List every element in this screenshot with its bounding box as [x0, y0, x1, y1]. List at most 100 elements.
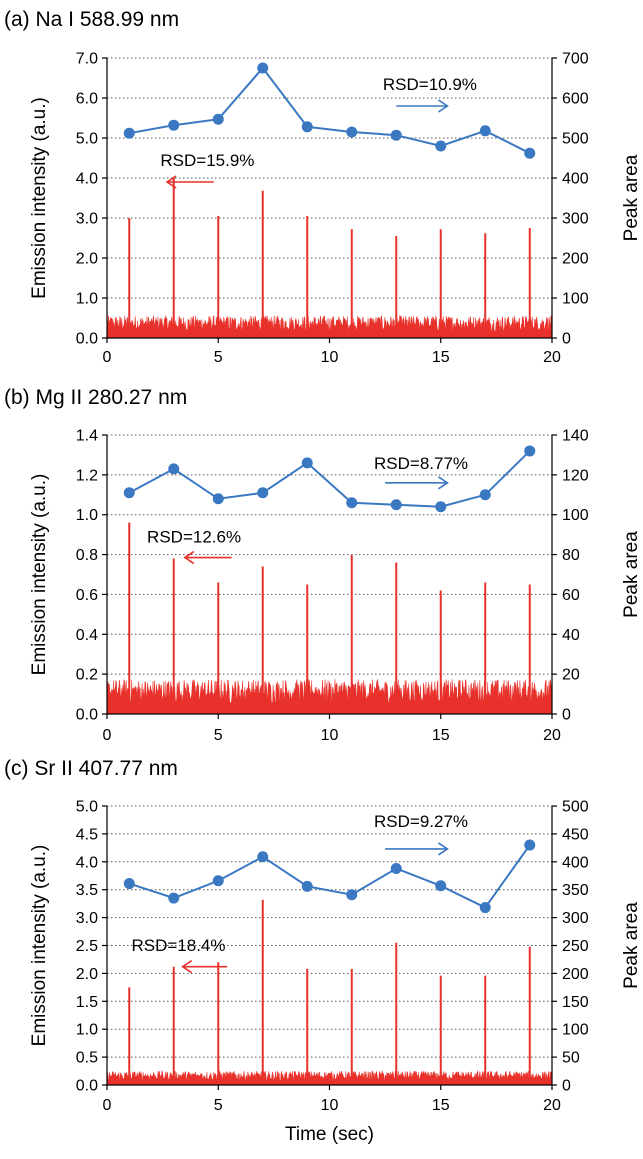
x-tick-label: 0 — [103, 727, 112, 744]
y2-tick-label: 600 — [562, 91, 589, 108]
peak-area-point — [390, 129, 402, 141]
y-tick-label: 5.0 — [76, 799, 98, 816]
peak-area-point — [524, 445, 536, 457]
y-tick-label: 0.0 — [76, 707, 98, 724]
rsd-arrowhead — [437, 842, 449, 856]
y-tick-label: 0.5 — [76, 1050, 98, 1067]
y2-tick-label: 100 — [562, 507, 589, 524]
y2-tick-label: 300 — [562, 211, 589, 228]
y-tick-label: 6.0 — [76, 91, 98, 108]
y2-tick-label: 100 — [562, 291, 589, 308]
peak-area-point — [390, 499, 402, 511]
rsd-annotation: RSD=15.9% — [160, 151, 254, 170]
y-tick-label: 2.0 — [76, 251, 98, 268]
rsd-arrowhead — [165, 175, 177, 189]
y2-tick-label: 500 — [562, 131, 589, 148]
y-tick-label: 5.0 — [76, 131, 98, 148]
x-tick-label: 10 — [321, 349, 339, 366]
peak-area-point — [301, 457, 313, 469]
x-tick-label: 5 — [214, 1097, 223, 1114]
peak-area-point — [212, 875, 224, 887]
y-tick-label: 1.0 — [76, 291, 98, 308]
chart-panel-3: (c) Sr II 407.77 nm 0.0 0.5 1.0 1.5 2.0 2.5 3.0… — [4, 757, 642, 1145]
peak-area-point — [479, 125, 491, 137]
y2-tick-label: 250 — [562, 938, 589, 955]
y2-tick-label: 20 — [562, 667, 580, 684]
peak-area-point — [301, 121, 313, 133]
y-tick-label: 1.4 — [76, 428, 98, 445]
y2-tick-label: 400 — [562, 854, 589, 871]
rsd-annotation: RSD=10.9% — [383, 75, 477, 94]
y2-tick-label: 400 — [562, 171, 589, 188]
y2-tick-label: 200 — [562, 966, 589, 983]
y-tick-label: 3.0 — [76, 211, 98, 228]
rsd-arrowhead — [437, 476, 449, 490]
x-tick-label: 20 — [543, 1097, 561, 1114]
y-tick-label: 3.5 — [76, 882, 98, 899]
y2-tick-label: 200 — [562, 251, 589, 268]
peak-area-point — [123, 127, 135, 139]
panel-title: (b) Mg II 280.27 nm — [4, 386, 187, 409]
y-tick-label: 4.0 — [76, 171, 98, 188]
y2-tick-label: 450 — [562, 826, 589, 843]
peak-area-point — [212, 493, 224, 505]
y2-tick-label: 100 — [562, 1022, 589, 1039]
y-tick-label: 4.0 — [76, 854, 98, 871]
chart-panel-2: (b) Mg II 280.27 nm 0.0 0.2 0.4 0.6 0.8 1.0 1.2… — [4, 386, 642, 744]
peak-area-line — [128, 844, 531, 909]
y-tick-label: 0.0 — [76, 331, 98, 348]
y-axis-label: Emission intensity (a.u.) — [29, 97, 50, 299]
y-tick-label: 3.0 — [76, 910, 98, 927]
rsd-annotation: RSD=8.77% — [374, 454, 468, 473]
peak-area-point — [435, 880, 447, 892]
peak-area-point — [257, 62, 269, 74]
y2-tick-label: 140 — [562, 428, 589, 445]
x-tick-label: 5 — [214, 349, 223, 366]
y-tick-label: 7.0 — [76, 51, 98, 68]
y2-tick-label: 350 — [562, 882, 589, 899]
y2-tick-label: 50 — [562, 1050, 580, 1067]
y-tick-label: 1.0 — [76, 1022, 98, 1039]
peak-area-point — [435, 140, 447, 152]
peak-area-line — [129, 66, 531, 155]
peak-area-point — [390, 862, 402, 874]
y2-axis-label: Peak area — [621, 154, 642, 241]
y2-tick-label: 700 — [562, 51, 589, 68]
y2-tick-label: 0 — [562, 331, 571, 348]
y2-tick-label: 0 — [562, 707, 571, 724]
peak-area-point — [346, 126, 358, 138]
y-tick-label: 2.5 — [76, 938, 98, 955]
y-tick-label: 0.8 — [76, 547, 98, 564]
peak-area-point — [479, 489, 491, 501]
panel-title: (c) Sr II 407.77 nm — [4, 757, 178, 780]
y2-tick-label: 120 — [562, 467, 589, 484]
y2-tick-label: 0 — [562, 1078, 571, 1095]
peak-area-line — [128, 450, 531, 508]
x-tick-label: 20 — [543, 727, 561, 744]
x-tick-label: 0 — [103, 349, 112, 366]
x-tick-label: 15 — [432, 349, 450, 366]
peak-area-point — [257, 851, 269, 863]
x-tick-label: 10 — [321, 727, 339, 744]
y2-axis-label: Peak area — [621, 531, 642, 618]
y2-tick-label: 150 — [562, 994, 589, 1011]
peak-area-point — [524, 147, 536, 159]
rsd-annotation: RSD=18.4% — [131, 936, 225, 955]
y-axis-label: Emission intensity (a.u.) — [29, 474, 50, 676]
y-tick-label: 1.5 — [76, 994, 98, 1011]
y-axis-label: Emission intensity (a.u.) — [29, 845, 50, 1047]
x-tick-label: 0 — [103, 1097, 112, 1114]
x-axis-label: Time (sec) — [285, 1124, 374, 1145]
y2-tick-label: 80 — [562, 547, 580, 564]
y2-axis-label: Peak area — [621, 902, 642, 989]
x-tick-label: 15 — [432, 1097, 450, 1114]
peak-area-point — [479, 902, 491, 914]
peak-area-point — [123, 878, 135, 890]
x-tick-label: 15 — [432, 727, 450, 744]
y-tick-label: 0.6 — [76, 587, 98, 604]
y-tick-label: 0.0 — [76, 1078, 98, 1095]
y-tick-label: 2.0 — [76, 966, 98, 983]
peak-area-point — [435, 501, 447, 513]
